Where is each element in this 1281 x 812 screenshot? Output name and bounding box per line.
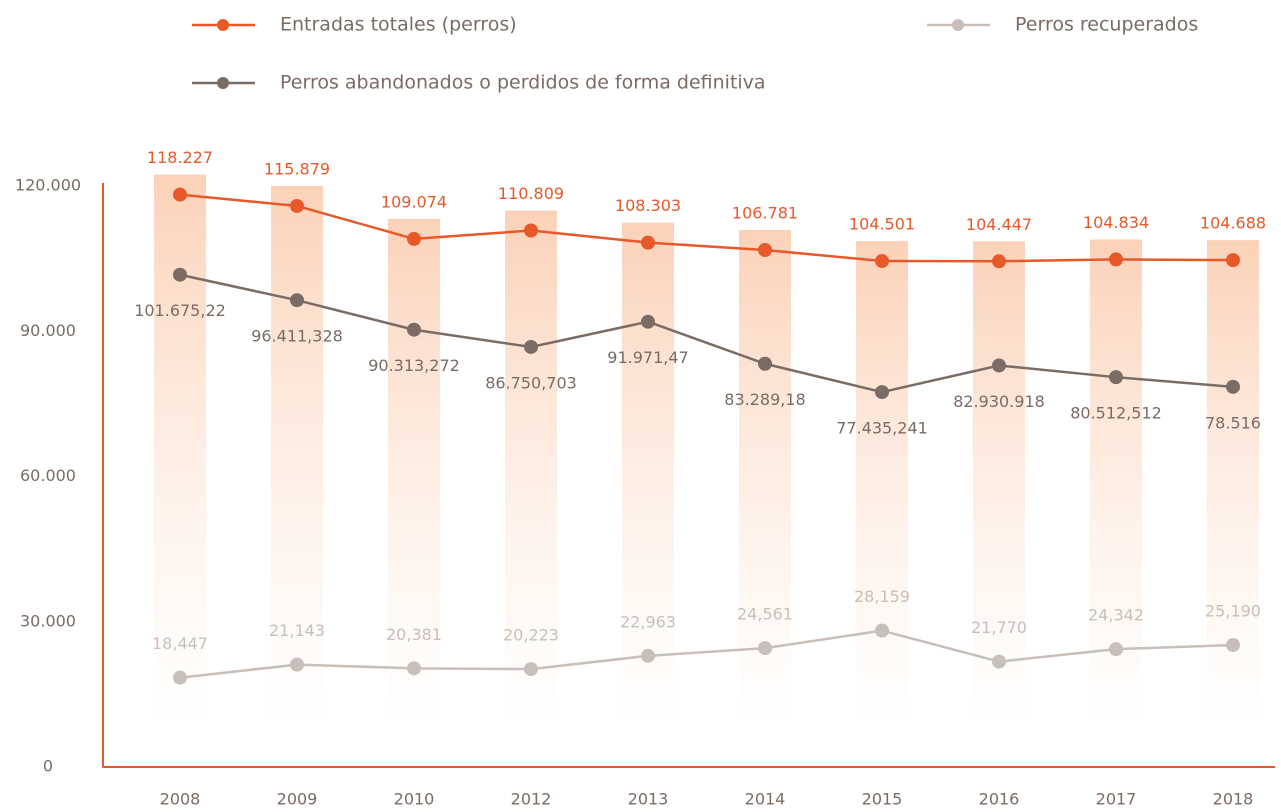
point	[524, 662, 538, 677]
data-label: 22,963	[620, 612, 676, 631]
point	[758, 243, 772, 258]
x-tick-label: 2008	[160, 790, 201, 809]
x-tick-label: 2009	[277, 790, 318, 809]
data-label: 25,190	[1205, 602, 1261, 621]
data-label: 78.516	[1205, 413, 1261, 432]
data-label: 86.750,703	[485, 373, 577, 392]
point	[407, 231, 421, 246]
data-label: 20,381	[386, 625, 442, 644]
data-label: 24,561	[737, 605, 793, 624]
data-label: 115.879	[264, 159, 330, 178]
series-line	[179, 193, 1234, 263]
point	[641, 314, 655, 329]
data-label: 104.447	[966, 215, 1032, 234]
data-label: 106.781	[732, 204, 798, 223]
y-tick-label: 0	[43, 757, 53, 776]
data-label: 21,770	[971, 618, 1027, 637]
point	[758, 356, 772, 371]
point	[992, 254, 1006, 269]
background-bar	[622, 222, 674, 727]
data-label: 91.971,47	[607, 348, 688, 367]
x-tick-label: 2017	[1096, 790, 1137, 809]
data-label: 104.688	[1200, 214, 1266, 233]
data-label: 24,342	[1088, 606, 1144, 625]
legend-label: Perros recuperados	[1015, 14, 1198, 36]
background-bar	[856, 241, 908, 727]
data-label: 90.313,272	[368, 356, 460, 375]
series-line	[179, 273, 1234, 394]
data-label: 20,223	[503, 626, 559, 645]
data-label: 83.289,18	[724, 390, 805, 409]
legend-marker	[217, 77, 229, 89]
data-label: 110.809	[498, 184, 564, 203]
data-label: 28,159	[854, 587, 910, 606]
data-label: 109.074	[381, 192, 447, 211]
x-tick-label: 2012	[511, 790, 552, 809]
background-bar	[271, 185, 323, 727]
point	[1226, 638, 1240, 653]
y-tick-label: 60.000	[20, 466, 76, 485]
legend-label: Entradas totales (perros)	[280, 14, 517, 36]
series-line	[179, 629, 1234, 679]
data-label: 77.435,241	[836, 419, 928, 438]
data-label: 104.501	[849, 215, 915, 234]
x-tick-label: 2010	[394, 790, 435, 809]
point	[1109, 252, 1123, 267]
point	[992, 654, 1006, 669]
y-tick-label: 90.000	[20, 321, 76, 340]
x-tick-label: 2016	[979, 790, 1020, 809]
data-label: 18,447	[152, 634, 208, 653]
y-tick-label: 30.000	[20, 611, 76, 630]
point	[173, 267, 187, 282]
data-label: 82.930.918	[953, 392, 1045, 411]
point	[875, 623, 889, 638]
point	[173, 187, 187, 202]
data-label: 80.512,512	[1070, 404, 1162, 423]
point	[407, 322, 421, 337]
data-label: 108.303	[615, 196, 681, 215]
point	[1226, 253, 1240, 268]
background-bar	[388, 218, 440, 727]
point	[875, 254, 889, 269]
background-bar	[1207, 240, 1259, 727]
legend-label: Perros abandonados o perdidos de forma d…	[280, 72, 766, 94]
point	[641, 648, 655, 663]
x-tick-label: 2018	[1213, 790, 1254, 809]
background-bar	[973, 241, 1025, 728]
point	[173, 670, 187, 685]
legend-marker	[952, 19, 964, 31]
point	[1226, 379, 1240, 394]
point	[290, 657, 304, 672]
point	[1109, 370, 1123, 385]
point	[524, 223, 538, 238]
point	[758, 641, 772, 656]
legend-marker	[217, 19, 229, 31]
background-bar	[154, 174, 206, 727]
point	[1109, 642, 1123, 657]
point	[407, 661, 421, 676]
data-label: 21,143	[269, 621, 325, 640]
data-label: 118.227	[147, 148, 213, 167]
background-bar	[505, 210, 557, 727]
x-tick-label: 2013	[628, 790, 669, 809]
point	[290, 198, 304, 213]
data-label: 101.675,22	[134, 301, 226, 320]
point	[524, 339, 538, 354]
data-label: 96.411,328	[251, 327, 343, 346]
x-tick-label: 2015	[862, 790, 903, 809]
point	[992, 358, 1006, 373]
x-tick-label: 2014	[745, 790, 786, 809]
point	[290, 293, 304, 308]
point	[875, 385, 889, 400]
point	[641, 235, 655, 250]
data-label: 104.834	[1083, 213, 1149, 232]
y-tick-label: 120.000	[15, 176, 81, 195]
